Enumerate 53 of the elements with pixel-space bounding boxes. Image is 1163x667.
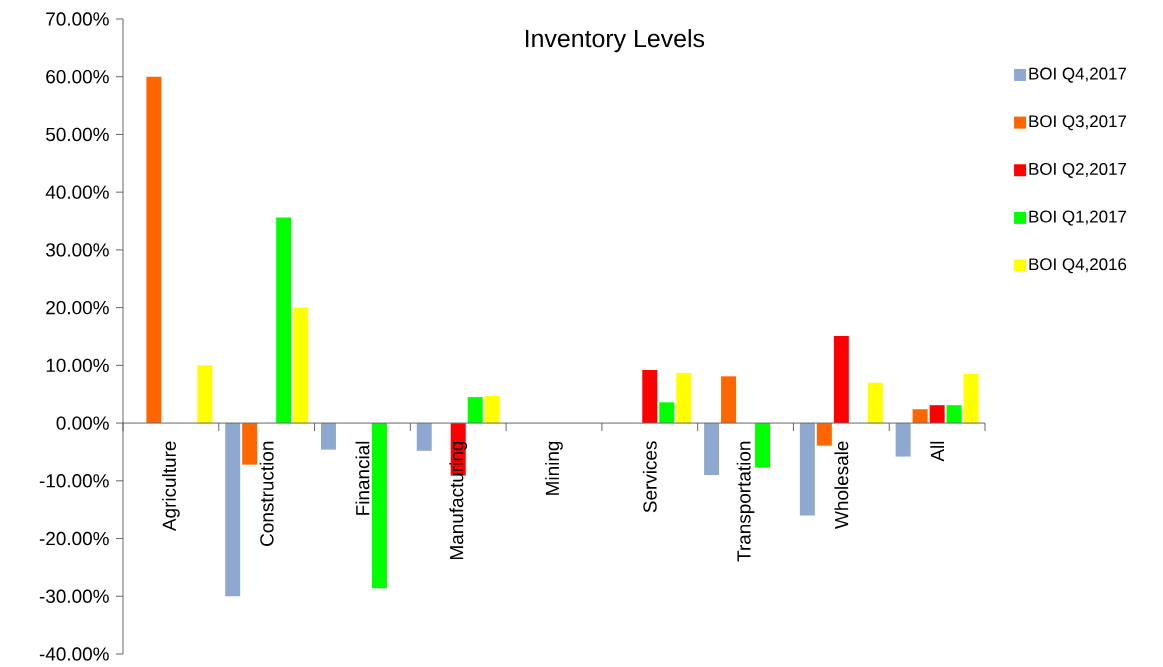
x-tick-label: Agriculture (162, 441, 180, 532)
y-tick-label: -10.00% (39, 474, 109, 488)
bar (912, 409, 928, 424)
y-tick-label: 40.00% (45, 185, 109, 199)
x-tick-label: All (930, 441, 944, 462)
y-tick-label: 30.00% (46, 243, 109, 257)
bar (704, 423, 720, 476)
bar (946, 405, 962, 424)
legend-label: BOI Q4,2017 (1029, 67, 1127, 83)
bar (755, 423, 771, 468)
bar (484, 395, 500, 424)
bar (416, 423, 432, 451)
y-tick-label: 20.00% (46, 300, 109, 315)
bar (867, 382, 883, 424)
y-tick-label: -20.00% (39, 531, 109, 546)
legend-label: BOI Q3,2017 (1029, 115, 1127, 131)
bar (659, 402, 675, 424)
bar (833, 335, 849, 424)
chart-title: Inventory Levels (525, 29, 705, 53)
bar (371, 423, 387, 589)
bar (929, 405, 945, 424)
x-tick-label: Construction (259, 441, 274, 546)
x-tick-label: Wholesale (834, 441, 849, 529)
x-tick-label: Financial (355, 441, 370, 515)
legend-label: BOI Q4,2016 (1029, 258, 1127, 274)
y-tick-label: -40.00% (39, 647, 109, 661)
bar (293, 307, 309, 424)
bar (895, 423, 911, 457)
bar (225, 423, 241, 597)
bar (197, 365, 213, 424)
legend-label: BOI Q2,2017 (1029, 162, 1127, 178)
bar (320, 423, 336, 450)
y-tick-label: 70.00% (46, 12, 109, 26)
bar (721, 376, 737, 424)
bar (146, 76, 162, 424)
x-tick-label: Mining (545, 441, 563, 495)
y-tick-label: 50.00% (46, 127, 109, 142)
x-tick-label: Manufacturing (449, 441, 468, 559)
bar (816, 423, 832, 446)
y-tick-label: 10.00% (46, 358, 109, 373)
bar (642, 369, 658, 424)
bar (963, 374, 979, 424)
x-tick-label: Services (642, 441, 657, 513)
x-tick-label: Transportation (736, 441, 755, 562)
bar (276, 217, 292, 424)
y-tick-label: -30.00% (39, 589, 109, 603)
bar (242, 423, 258, 465)
bar (467, 397, 483, 424)
y-tick-label: 60.00% (46, 70, 109, 84)
y-tick-label: 0.00% (56, 416, 109, 430)
bar (676, 372, 692, 424)
legend-label: BOI Q1,2017 (1029, 210, 1127, 226)
bar (799, 423, 815, 516)
